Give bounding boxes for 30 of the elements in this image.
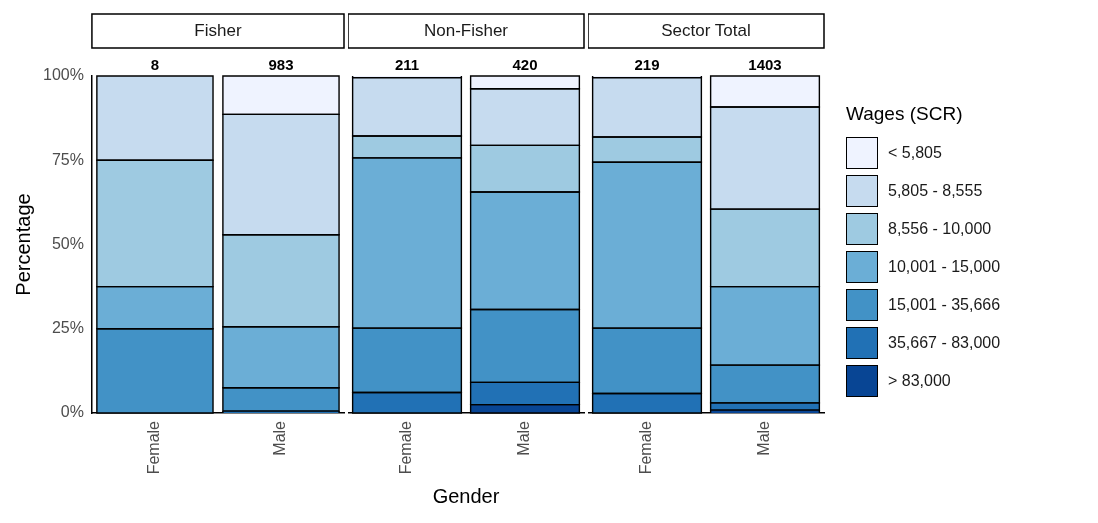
legend-label: < 5,805	[888, 144, 942, 162]
x-tick-label: Female	[397, 420, 415, 475]
annotation: 1403	[748, 55, 782, 73]
annotation: 219	[634, 55, 660, 73]
annotation: 420	[512, 55, 538, 73]
x-tick-label: Female	[145, 420, 163, 475]
legend-label: 35,667 - 83,000	[888, 334, 1001, 352]
x-axis-title: Gender	[432, 484, 500, 507]
annotation: 8	[150, 55, 160, 73]
x-tick-label: Female	[637, 420, 655, 475]
chart-title: Fisher	[194, 20, 242, 40]
annotation: 211	[394, 55, 420, 73]
chart-title: Sector Total	[661, 20, 751, 40]
legend-label: 8,556 - 10,000	[888, 220, 992, 238]
y-axis-title: Percentage	[11, 193, 34, 296]
y-tick-label: 50%	[51, 234, 84, 252]
chart-title: Non-Fisher	[423, 20, 509, 40]
y-tick-label: 75%	[51, 150, 84, 168]
y-tick-label: 100%	[43, 66, 84, 84]
x-tick-label: Male	[271, 420, 289, 456]
legend-label: > 83,000	[888, 372, 951, 390]
x-tick-label: Male	[515, 420, 533, 456]
legend-label: 15,001 - 35,666	[888, 296, 1001, 314]
text: 10,001 - 15,000	[888, 258, 1001, 276]
legend-label: 5,805 - 8,555	[888, 182, 983, 200]
legend-title: Wages (SCR)	[846, 103, 964, 125]
y-tick-label: 0%	[60, 403, 84, 421]
y-tick-label: 25%	[51, 319, 84, 337]
annotation: 983	[268, 55, 294, 73]
x-tick-label: Male	[755, 420, 773, 456]
